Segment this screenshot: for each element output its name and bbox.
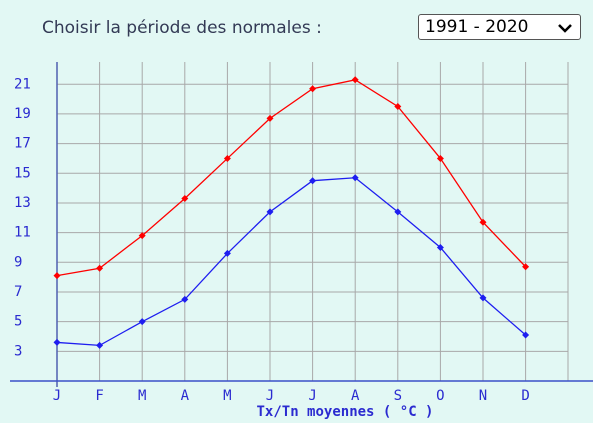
- point: [96, 264, 104, 272]
- point: [96, 341, 104, 349]
- x-tick-label: D: [521, 388, 529, 404]
- y-tick-label: 21: [14, 76, 31, 92]
- x-tick-label: A: [181, 388, 190, 404]
- point: [351, 174, 359, 182]
- y-tick-label: 15: [14, 165, 31, 181]
- point: [138, 232, 146, 240]
- point: [394, 208, 402, 216]
- point: [479, 294, 487, 302]
- x-tick-label: A: [351, 388, 360, 404]
- period-select[interactable]: 1991 - 2020: [418, 14, 581, 40]
- x-tick-label: F: [95, 388, 103, 404]
- y-tick-label: 7: [14, 284, 22, 300]
- point: [181, 295, 189, 303]
- point: [351, 76, 359, 84]
- point: [436, 154, 444, 162]
- x-tick-label: M: [223, 388, 231, 404]
- y-tick-label: 13: [14, 195, 31, 211]
- point: [309, 177, 317, 185]
- period-label: Choisir la période des normales :: [42, 18, 322, 38]
- point: [138, 318, 146, 326]
- x-tick-label: J: [53, 388, 61, 404]
- point: [522, 331, 530, 339]
- y-tick-label: 19: [14, 106, 31, 122]
- point: [436, 243, 444, 251]
- x-tick-label: J: [266, 388, 274, 404]
- y-tick-label: 9: [14, 254, 22, 270]
- y-tick-label: 5: [14, 314, 22, 330]
- point: [53, 338, 61, 346]
- x-axis-label: Tx/Tn moyennes ( °C ): [256, 404, 433, 420]
- y-tick-label: 11: [14, 225, 31, 241]
- series-line: [56, 177, 527, 347]
- series-line: [56, 79, 527, 277]
- y-tick-label: 3: [14, 343, 22, 359]
- point: [479, 218, 487, 226]
- point: [266, 208, 274, 216]
- y-tick-label: 17: [14, 136, 31, 152]
- chevron: [558, 24, 572, 33]
- point: [522, 263, 530, 271]
- x-tick-label: O: [436, 388, 444, 404]
- point: [266, 114, 274, 122]
- selected-period: 1991 - 2020: [425, 17, 529, 37]
- point: [309, 85, 317, 93]
- x-tick-label: S: [394, 388, 402, 404]
- point: [394, 103, 402, 111]
- point: [223, 249, 231, 257]
- point: [223, 154, 231, 162]
- x-tick-label: N: [479, 388, 487, 404]
- point: [53, 272, 61, 280]
- x-tick-label: J: [308, 388, 316, 404]
- point: [181, 195, 189, 203]
- x-tick-label: M: [138, 388, 146, 404]
